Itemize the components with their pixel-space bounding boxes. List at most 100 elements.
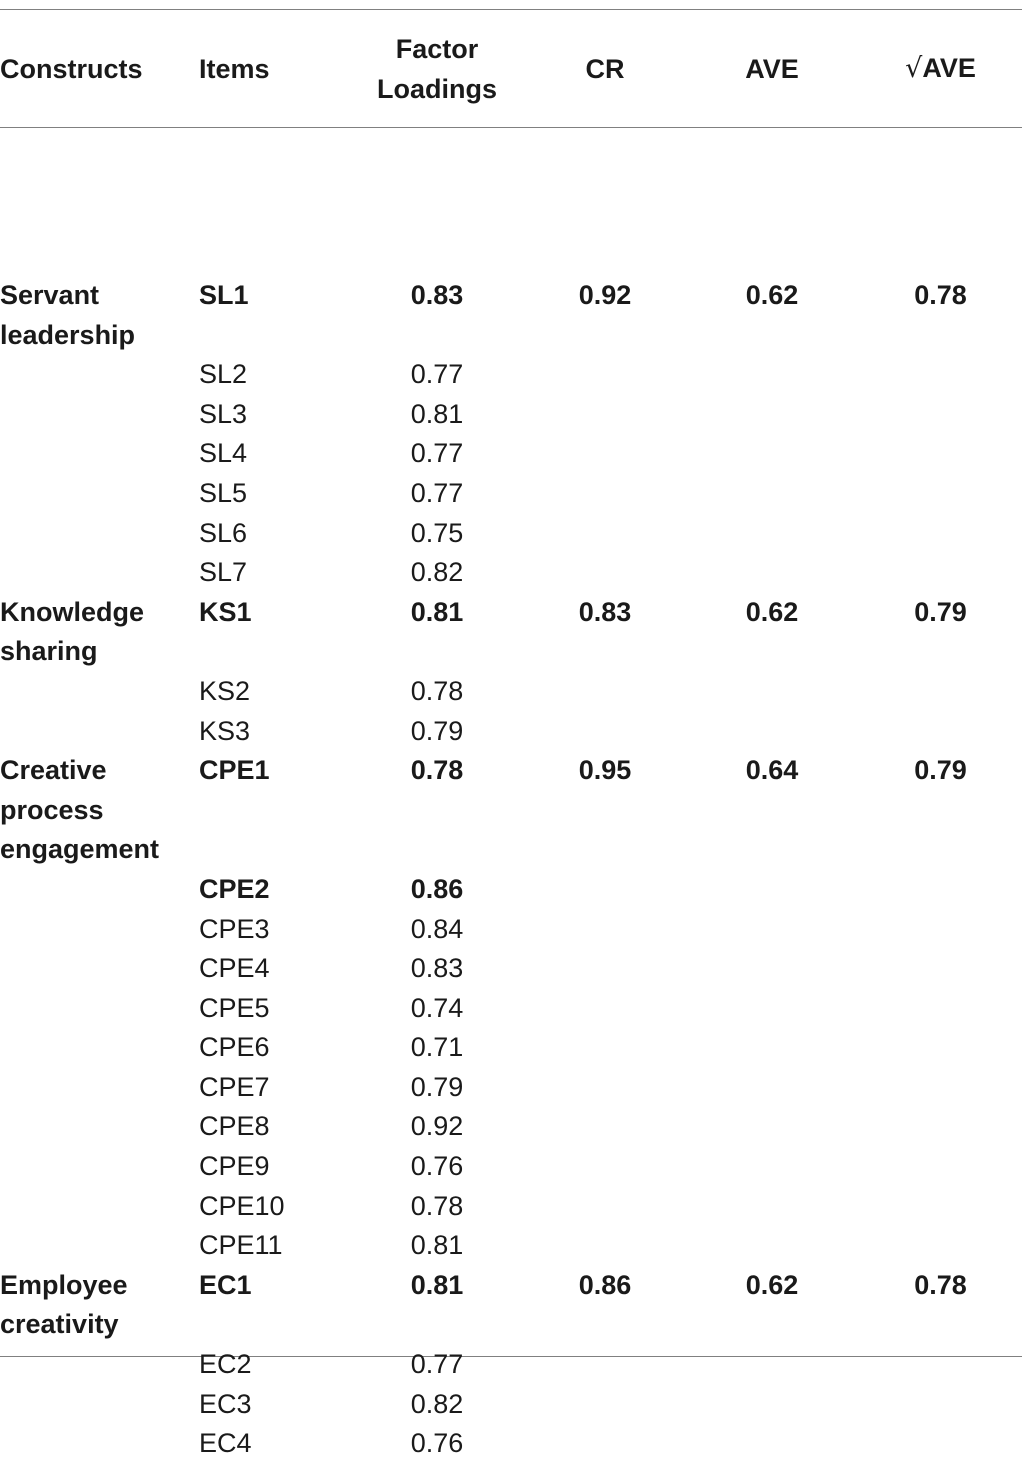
table-row: CPE10 0.78 [0, 1187, 1022, 1227]
empty-cell [525, 434, 685, 474]
table-figure: Constructs Items Factor Loadings CR AVE … [0, 9, 1022, 1458]
empty-cell [685, 434, 859, 474]
empty-cell [859, 1068, 1022, 1108]
empty-cell [685, 672, 859, 712]
factor-loading: 0.83 [410, 953, 464, 984]
factor-loading: 0.77 [410, 359, 464, 390]
empty-cell [525, 395, 685, 435]
construct-cell-empty [0, 434, 199, 474]
empty-cell [525, 672, 685, 712]
header-items: Items [199, 53, 270, 84]
factor-loading: 0.78 [410, 675, 464, 706]
factor-loading: 0.75 [410, 517, 464, 548]
empty-cell [525, 989, 685, 1029]
factor-loading: 0.82 [410, 1388, 464, 1419]
table-row: KS3 0.79 [0, 712, 1022, 752]
construct-cell-empty [0, 870, 199, 910]
factor-loading: 0.81 [410, 398, 464, 429]
item-code: CPE9 [199, 1151, 270, 1182]
empty-cell [859, 870, 1022, 910]
item-code: CPE8 [199, 1111, 270, 1142]
empty-cell [525, 355, 685, 395]
table-row: CPE3 0.84 [0, 910, 1022, 950]
construct-sqrt-ave: 0.79 [914, 755, 967, 786]
construct-ave: 0.64 [745, 755, 799, 786]
table-row: CPE4 0.83 [0, 949, 1022, 989]
factor-loading: 0.82 [410, 557, 464, 588]
table-row: CPE11 0.81 [0, 1226, 1022, 1266]
empty-cell [525, 712, 685, 752]
table-header: Constructs Items Factor Loadings CR AVE … [0, 0, 1022, 127]
empty-cell [859, 434, 1022, 474]
item-code: SL2 [199, 359, 248, 390]
construct-cell-empty [0, 395, 199, 435]
header-sqrt-ave: √AVE [859, 0, 1022, 127]
empty-cell [685, 1187, 859, 1227]
item-code: SL6 [199, 517, 248, 548]
table-row: SL4 0.77 [0, 434, 1022, 474]
construct-cell-empty [0, 514, 199, 554]
empty-cell [525, 910, 685, 950]
empty-cell [685, 553, 859, 593]
item-code: SL4 [199, 438, 248, 469]
item-code: KS1 [199, 596, 252, 627]
header-sqrt-ave-label: AVE [922, 53, 976, 83]
empty-cell [685, 514, 859, 554]
empty-cell [525, 474, 685, 514]
construct-ave: 0.62 [745, 280, 799, 310]
header-factor-loadings: Factor Loadings [349, 0, 525, 127]
construct-sqrt-ave: 0.79 [914, 596, 967, 627]
empty-cell [859, 355, 1022, 395]
item-code: CPE6 [199, 1032, 270, 1063]
item-code: EC2 [199, 1349, 252, 1380]
factor-loading: 0.77 [410, 1349, 464, 1380]
empty-cell [859, 1107, 1022, 1147]
factor-loading: 0.71 [410, 1032, 464, 1063]
empty-cell [525, 1068, 685, 1108]
empty-cell [859, 395, 1022, 435]
empty-cell [685, 989, 859, 1029]
empty-cell [525, 1107, 685, 1147]
empty-cell [525, 1424, 685, 1464]
factor-loading: 0.79 [410, 1071, 464, 1102]
construct-cell-empty [0, 1068, 199, 1108]
factor-loading: 0.78 [410, 755, 464, 786]
empty-cell [859, 989, 1022, 1029]
item-code: SL3 [199, 398, 248, 429]
empty-cell [859, 474, 1022, 514]
table-row: SL3 0.81 [0, 395, 1022, 435]
empty-cell [859, 712, 1022, 752]
item-code: CPE10 [199, 1190, 285, 1221]
construct-cell-empty [0, 474, 199, 514]
factor-loading: 0.84 [410, 913, 464, 944]
table-row: Servant leadership SL1 0.83 0.92 0.62 0.78 [0, 127, 1022, 355]
table-row: CPE8 0.92 [0, 1107, 1022, 1147]
table-row: CPE6 0.71 [0, 1028, 1022, 1068]
factor-loading: 0.76 [410, 1428, 464, 1459]
header-row: Constructs Items Factor Loadings CR AVE … [0, 0, 1022, 127]
empty-cell [525, 1345, 685, 1385]
construct-ave: 0.62 [745, 596, 799, 627]
construct-cell-empty [0, 1424, 199, 1464]
table-row: CPE2 0.86 [0, 870, 1022, 910]
table-row: EC3 0.82 [0, 1385, 1022, 1425]
construct-name: Employee creativity [0, 1269, 128, 1340]
table-row: Employee creativity EC1 0.81 0.86 0.62 0.78 [0, 1266, 1022, 1345]
construct-cell-empty [0, 712, 199, 752]
header-rule [0, 127, 1022, 128]
factor-loading: 0.92 [410, 1111, 464, 1142]
table-row: Creative process engagement CPE1 0.78 0.95 0… [0, 751, 1022, 870]
empty-cell [685, 474, 859, 514]
construct-cell-empty [0, 989, 199, 1029]
item-code: EC3 [199, 1388, 252, 1419]
empty-cell [859, 1226, 1022, 1266]
table-row: CPE5 0.74 [0, 989, 1022, 1029]
construct-cr: 0.95 [578, 755, 632, 786]
item-code: CPE7 [199, 1071, 270, 1102]
empty-cell [525, 1028, 685, 1068]
factor-loading: 0.83 [410, 280, 464, 310]
factor-loading: 0.86 [410, 873, 464, 904]
construct-cell-empty [0, 355, 199, 395]
table-row: KS2 0.78 [0, 672, 1022, 712]
